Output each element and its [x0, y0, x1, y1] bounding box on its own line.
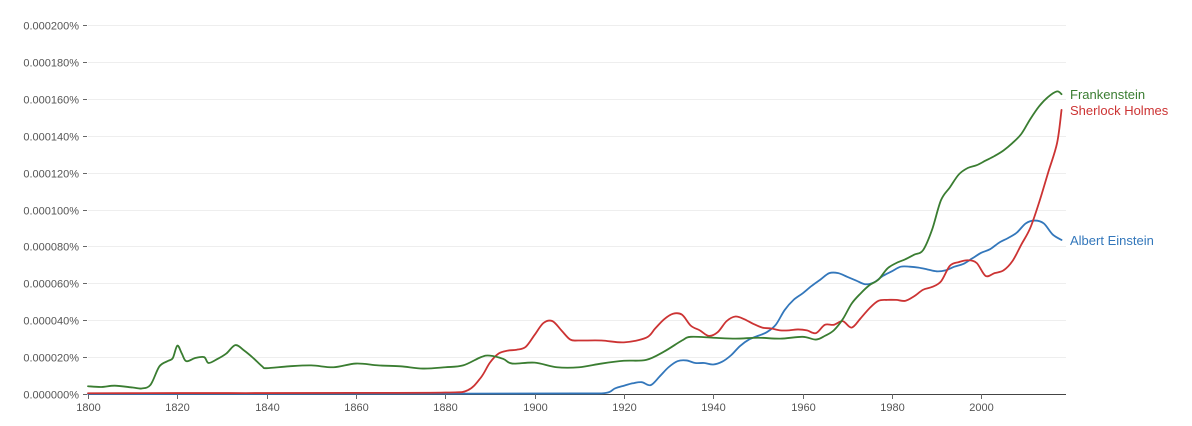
y-tick-label: 0.000160%: [23, 95, 79, 107]
y-tick-label: 0.000100%: [23, 206, 79, 218]
x-tick-label: 1920: [612, 402, 636, 414]
y-tick-label: 0.000080%: [23, 242, 79, 254]
x-tick-label: 2000: [969, 402, 993, 414]
y-tick-label: 0.000180%: [23, 58, 79, 70]
series-line-albert-einstein[interactable]: [87, 219, 1063, 395]
x-tick-label: 1860: [344, 402, 368, 414]
series-label-albert-einstein[interactable]: Albert Einstein: [1070, 233, 1154, 248]
y-tick-label: 0.000200%: [23, 21, 79, 33]
x-tick-label: 1840: [255, 402, 279, 414]
y-tick-label: 0.000040%: [23, 316, 79, 328]
y-tick-label: 0.000020%: [23, 353, 79, 365]
y-tick-label: 0.000140%: [23, 132, 79, 144]
x-tick-label: 1820: [165, 402, 189, 414]
series-line-sherlock-holmes[interactable]: [87, 108, 1063, 395]
y-tick-label: 0.000000%: [23, 390, 79, 402]
series-label-sherlock-holmes[interactable]: Sherlock Holmes: [1070, 103, 1169, 118]
y-axis: 0.000000% 0.000020% 0.000040% 0.000060% 0.00…: [23, 21, 87, 402]
x-tick-label: 1960: [791, 402, 815, 414]
x-axis: 1800 1820 1840 1860 1880 1900 1920 1940 1960 1980…: [76, 394, 1066, 414]
x-tick-label: 1900: [523, 402, 547, 414]
x-tick-label: 1940: [701, 402, 725, 414]
y-tick-label: 0.000120%: [23, 169, 79, 181]
x-tick-label: 1980: [880, 402, 904, 414]
y-tick-label: 0.000060%: [23, 279, 79, 291]
series-label-frankenstein[interactable]: Frankenstein: [1070, 87, 1145, 102]
x-tick-label: 1880: [433, 402, 457, 414]
series-lines: [87, 90, 1063, 395]
series-line-frankenstein[interactable]: [87, 90, 1063, 390]
x-tick-label: 1800: [76, 402, 100, 414]
gridlines: [88, 25, 1066, 358]
